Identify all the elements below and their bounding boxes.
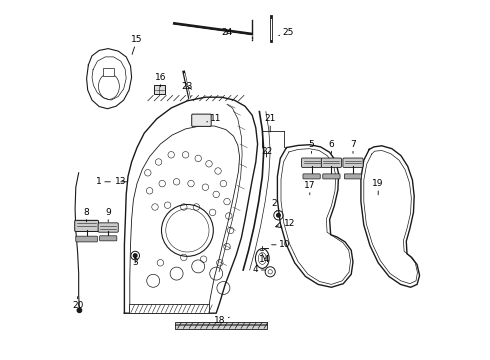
Circle shape [277, 213, 280, 217]
Text: 17: 17 [304, 181, 316, 195]
Text: 4: 4 [253, 266, 265, 275]
Text: 13: 13 [115, 177, 126, 186]
Text: 24: 24 [221, 28, 233, 37]
FancyBboxPatch shape [99, 236, 117, 241]
Text: 22: 22 [261, 147, 272, 157]
Text: 12: 12 [280, 219, 295, 228]
Text: 10: 10 [271, 240, 291, 249]
FancyBboxPatch shape [192, 114, 211, 126]
Text: 23: 23 [182, 82, 193, 91]
Text: 20: 20 [72, 297, 83, 310]
FancyBboxPatch shape [98, 223, 118, 232]
Text: 3: 3 [132, 257, 138, 267]
Text: 25: 25 [279, 28, 294, 37]
Bar [175, 322, 267, 329]
Text: 6: 6 [328, 140, 334, 153]
FancyBboxPatch shape [74, 220, 98, 231]
Text: 2: 2 [271, 199, 277, 211]
Text: 14: 14 [259, 253, 270, 264]
Text: 7: 7 [350, 140, 356, 153]
Text: 5: 5 [309, 140, 315, 153]
Text: 1: 1 [97, 177, 110, 186]
FancyBboxPatch shape [344, 174, 362, 179]
Text: 11: 11 [207, 114, 222, 123]
FancyBboxPatch shape [343, 158, 363, 167]
FancyBboxPatch shape [154, 85, 165, 94]
Circle shape [77, 308, 81, 312]
Text: 15: 15 [131, 35, 143, 54]
FancyBboxPatch shape [301, 158, 321, 167]
FancyBboxPatch shape [303, 174, 320, 179]
Text: 18: 18 [214, 316, 229, 325]
FancyBboxPatch shape [76, 236, 98, 242]
Circle shape [133, 254, 137, 257]
Text: 9: 9 [105, 208, 111, 222]
Text: 16: 16 [155, 73, 166, 87]
FancyBboxPatch shape [323, 174, 340, 179]
Text: 21: 21 [265, 114, 276, 132]
Bar [129, 304, 209, 313]
Text: 8: 8 [84, 208, 90, 222]
Text: 19: 19 [372, 179, 384, 195]
FancyBboxPatch shape [321, 158, 342, 167]
Bar [103, 68, 114, 76]
